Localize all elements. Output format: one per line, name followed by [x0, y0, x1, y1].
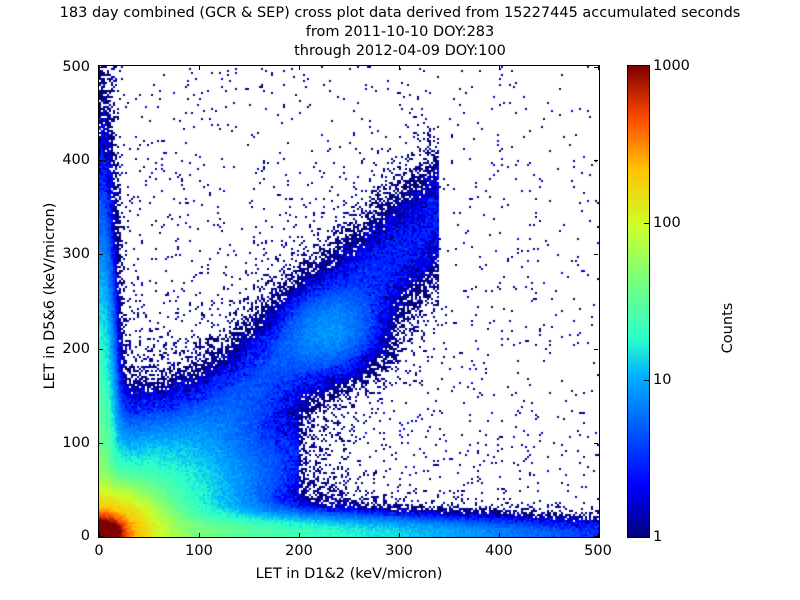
y-tick-200 [99, 349, 103, 350]
x-ticklabel-500: 500 [584, 543, 612, 559]
y-ticklabel-400: 400 [62, 152, 90, 168]
scatter-density-plot [99, 66, 599, 537]
y-tick-right-500 [594, 67, 598, 68]
chart-title: 183 day combined (GCR & SEP) cross plot … [0, 4, 800, 61]
x-tick-300 [399, 533, 400, 537]
x-tick-top-0 [99, 66, 100, 70]
colorbar-ticklabel-1: 1 [653, 529, 663, 545]
title-line-1: 183 day combined (GCR & SEP) cross plot … [59, 5, 741, 21]
y-tick-right-100 [594, 443, 598, 444]
y-tick-300 [99, 254, 103, 255]
x-tick-500 [598, 533, 599, 537]
x-ticklabel-400: 400 [485, 543, 513, 559]
x-tick-100 [199, 533, 200, 537]
x-tick-top-200 [299, 66, 300, 70]
y-axis-label: LET in D5&6 (keV/micron) [42, 202, 58, 390]
y-tick-right-300 [594, 254, 598, 255]
x-ticklabel-100: 100 [185, 543, 213, 559]
x-ticklabel-200: 200 [285, 543, 313, 559]
title-line-2: from 2011-10-10 DOY:283 [305, 24, 495, 40]
y-tick-right-0 [594, 536, 598, 537]
plot-area [98, 65, 600, 538]
y-tick-400 [99, 160, 103, 161]
y-tick-0 [99, 536, 103, 537]
x-tick-top-400 [499, 66, 500, 70]
x-tick-200 [299, 533, 300, 537]
colorbar-gradient [628, 66, 649, 537]
y-ticklabel-500: 500 [62, 59, 90, 75]
x-tick-0 [99, 533, 100, 537]
y-tick-right-200 [594, 349, 598, 350]
colorbar [627, 65, 650, 538]
y-ticklabel-300: 300 [62, 246, 90, 262]
title-line-3: through 2012-04-09 DOY:100 [294, 43, 506, 59]
y-tick-right-400 [594, 160, 598, 161]
y-ticklabel-200: 200 [62, 341, 90, 357]
x-axis-label: LET in D1&2 (keV/micron) [255, 566, 443, 582]
x-tick-top-500 [598, 66, 599, 70]
x-tick-top-100 [199, 66, 200, 70]
colorbar-label: Counts [720, 302, 736, 354]
colorbar-ticklabel-100: 100 [653, 215, 681, 231]
y-tick-100 [99, 443, 103, 444]
colorbar-ticklabel-10: 10 [653, 372, 672, 388]
x-tick-top-300 [399, 66, 400, 70]
y-tick-500 [99, 67, 103, 68]
colorbar-tick-10 [644, 380, 650, 381]
colorbar-ticklabel-1000: 1000 [653, 58, 690, 74]
colorbar-tick-100 [644, 223, 650, 224]
y-ticklabel-100: 100 [62, 435, 90, 451]
x-ticklabel-300: 300 [385, 543, 413, 559]
x-tick-400 [499, 533, 500, 537]
y-ticklabel-0: 0 [80, 528, 90, 544]
x-ticklabel-0: 0 [94, 543, 104, 559]
